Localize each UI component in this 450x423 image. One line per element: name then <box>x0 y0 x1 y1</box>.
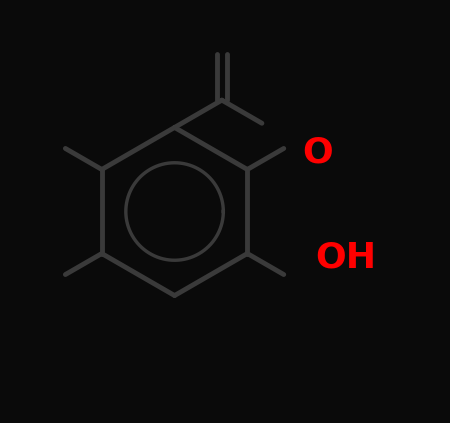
Text: O: O <box>302 136 333 170</box>
Text: OH: OH <box>315 241 377 275</box>
